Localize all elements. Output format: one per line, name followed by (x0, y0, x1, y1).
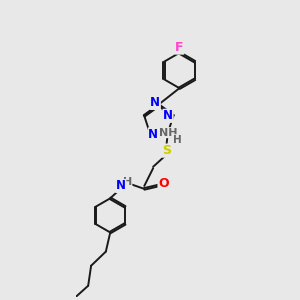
Text: S: S (162, 144, 171, 157)
Text: H: H (123, 177, 132, 187)
Text: H: H (172, 135, 181, 145)
Text: N: N (148, 128, 158, 141)
Text: NH: NH (159, 128, 177, 138)
Text: N: N (150, 96, 160, 110)
Text: O: O (158, 177, 169, 190)
Text: F: F (175, 41, 184, 54)
Text: N: N (116, 179, 126, 192)
Text: N: N (163, 109, 173, 122)
